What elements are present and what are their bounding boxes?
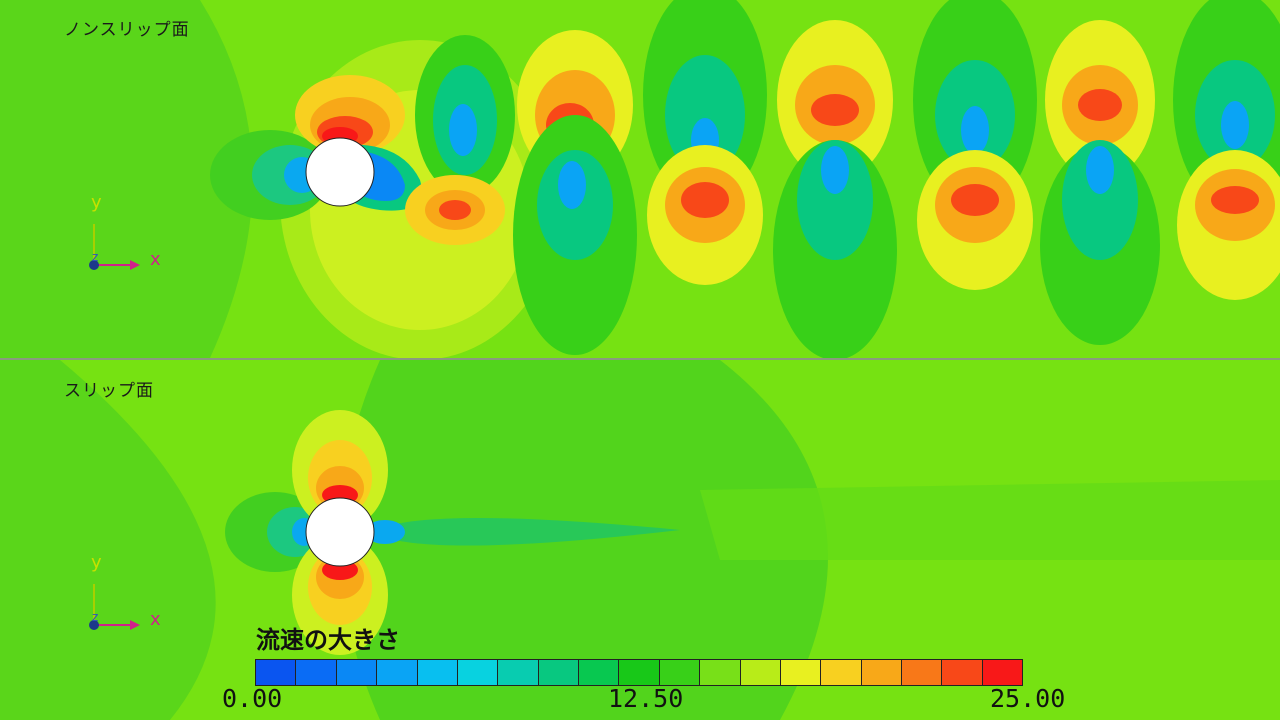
axis-label-x-bottom: x [150,609,161,630]
top-panel-contours [0,0,1280,360]
color-scale-bar [255,659,1023,686]
legend-swatch [256,660,297,685]
axis-triad-top [89,224,140,270]
legend-mid-label: 12.50 [608,684,684,713]
axis-label-z-top: z [92,250,99,264]
legend-min-label: 0.00 [222,684,283,713]
legend-swatch [498,660,539,685]
axis-label-y-bottom: y [91,552,102,573]
legend-swatch [821,660,862,685]
cylinder-top [305,137,375,207]
legend-swatch [457,660,499,685]
panel-title-slip: スリップ面 [64,381,154,401]
legend-swatch [336,660,378,685]
legend-swatch [740,660,781,685]
legend-swatch [296,660,337,685]
axis-triad-bottom [89,584,140,630]
legend-swatch [780,660,822,685]
axis-label-x-top: x [150,249,161,270]
legend-swatch [579,660,620,685]
legend-swatch [377,660,418,685]
legend-swatch [902,660,943,685]
legend-max-label: 25.00 [990,684,1066,713]
legend-swatch [417,660,458,685]
legend-title: 流速の大きさ [256,626,400,654]
legend-swatch [700,660,741,685]
legend-swatch [942,660,983,685]
legend-swatch [619,660,660,685]
legend-swatch [659,660,701,685]
axis-label-y-top: y [91,192,102,213]
legend-swatch [982,660,1023,685]
panel-title-no-slip: ノンスリップ面 [64,20,190,40]
panel-divider [0,358,1280,360]
cylinder-bottom [305,497,375,567]
axis-label-z-bottom: z [92,610,99,624]
legend-swatch [538,660,579,685]
legend-swatch [861,660,902,685]
